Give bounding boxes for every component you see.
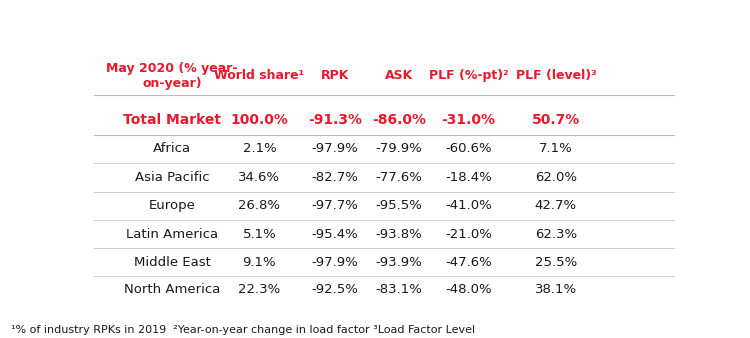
- Text: Middle East: Middle East: [134, 256, 211, 269]
- Text: -93.8%: -93.8%: [376, 228, 422, 241]
- Text: -47.6%: -47.6%: [446, 256, 492, 269]
- Text: 26.8%: 26.8%: [238, 199, 280, 212]
- Text: -48.0%: -48.0%: [446, 283, 492, 296]
- Text: 38.1%: 38.1%: [535, 283, 577, 296]
- Text: 25.5%: 25.5%: [535, 256, 577, 269]
- Text: 34.6%: 34.6%: [238, 171, 280, 184]
- Text: -92.5%: -92.5%: [311, 283, 358, 296]
- Text: -86.0%: -86.0%: [372, 113, 426, 127]
- Text: Europe: Europe: [148, 199, 196, 212]
- Text: -82.7%: -82.7%: [311, 171, 358, 184]
- Text: ¹% of industry RPKs in 2019  ²Year-on-year change in load factor ³Load Factor Le: ¹% of industry RPKs in 2019 ²Year-on-yea…: [11, 324, 476, 335]
- Text: -18.4%: -18.4%: [446, 171, 492, 184]
- Text: -95.5%: -95.5%: [376, 199, 422, 212]
- Text: -93.9%: -93.9%: [376, 256, 422, 269]
- Text: ASK: ASK: [385, 69, 413, 82]
- Text: 42.7%: 42.7%: [535, 199, 577, 212]
- Text: 62.0%: 62.0%: [535, 171, 577, 184]
- Text: Total Market: Total Market: [123, 113, 221, 127]
- Text: Africa: Africa: [153, 142, 191, 155]
- Text: -91.3%: -91.3%: [308, 113, 362, 127]
- Text: -97.7%: -97.7%: [311, 199, 358, 212]
- Text: 22.3%: 22.3%: [238, 283, 280, 296]
- Text: -41.0%: -41.0%: [446, 199, 492, 212]
- Text: -60.6%: -60.6%: [446, 142, 492, 155]
- Text: Latin America: Latin America: [126, 228, 218, 241]
- Text: 100.0%: 100.0%: [230, 113, 288, 127]
- Text: RPK: RPK: [321, 69, 350, 82]
- Text: -79.9%: -79.9%: [376, 142, 422, 155]
- Text: -97.9%: -97.9%: [311, 142, 358, 155]
- Text: 50.7%: 50.7%: [532, 113, 580, 127]
- Text: 5.1%: 5.1%: [242, 228, 276, 241]
- Text: -95.4%: -95.4%: [311, 228, 358, 241]
- Text: -77.6%: -77.6%: [376, 171, 422, 184]
- Text: -97.9%: -97.9%: [311, 256, 358, 269]
- Text: PLF (%-pt)²: PLF (%-pt)²: [429, 69, 508, 82]
- Text: -21.0%: -21.0%: [446, 228, 492, 241]
- Text: -31.0%: -31.0%: [442, 113, 496, 127]
- Text: -83.1%: -83.1%: [376, 283, 422, 296]
- Text: 62.3%: 62.3%: [535, 228, 577, 241]
- Text: Asia Pacific: Asia Pacific: [135, 171, 209, 184]
- Text: World share¹: World share¹: [214, 69, 304, 82]
- Text: North America: North America: [124, 283, 220, 296]
- Text: 7.1%: 7.1%: [539, 142, 573, 155]
- Text: PLF (level)³: PLF (level)³: [515, 69, 596, 82]
- Text: 2.1%: 2.1%: [242, 142, 276, 155]
- Text: May 2020 (% year-
on-year): May 2020 (% year- on-year): [106, 62, 238, 90]
- Text: 9.1%: 9.1%: [242, 256, 276, 269]
